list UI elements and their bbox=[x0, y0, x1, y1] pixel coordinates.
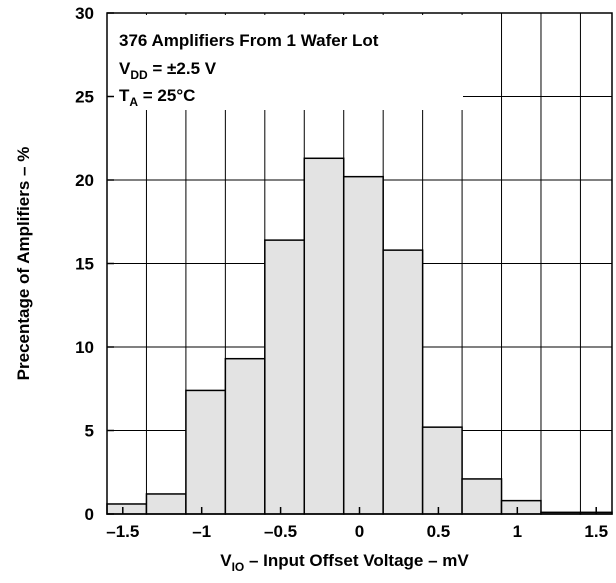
histogram-bar bbox=[106, 503, 148, 515]
y-tick-label: 5 bbox=[85, 422, 94, 441]
y-tick-label: 0 bbox=[85, 505, 94, 524]
histogram-bar bbox=[303, 157, 345, 515]
annotation-supply-subscript: DD bbox=[130, 68, 148, 82]
annotation-temp-value: = 25°C bbox=[138, 86, 195, 105]
x-tick-label: 1.5 bbox=[584, 522, 608, 541]
x-axis-title-symbol: V bbox=[220, 551, 232, 570]
histogram-bar bbox=[342, 175, 384, 515]
annotation-temp-subscript: A bbox=[129, 95, 138, 109]
annotation-box bbox=[109, 15, 463, 110]
axis-ticks: –1.5 –1 –0.5 0 0.5 1 1.5 0 5 10 15 20 25 30 bbox=[75, 4, 608, 541]
x-axis-title: VIO – Input Offset Voltage – mV bbox=[220, 551, 469, 574]
histogram-bar bbox=[461, 478, 503, 515]
annotation-lot: 376 Amplifiers From 1 Wafer Lot bbox=[119, 31, 379, 50]
histogram-bar bbox=[500, 499, 542, 515]
x-tick-label: 0 bbox=[355, 522, 364, 541]
annotation-temp-symbol: T bbox=[119, 86, 130, 105]
x-tick-label: –1 bbox=[192, 522, 211, 541]
annotation-supply: VDD = ±2.5 V bbox=[119, 59, 217, 82]
y-tick-label: 20 bbox=[75, 171, 94, 190]
y-tick-label: 30 bbox=[75, 4, 94, 23]
annotation-supply-value: = ±2.5 V bbox=[148, 59, 217, 78]
x-tick-label: 1 bbox=[513, 522, 522, 541]
histogram-bar bbox=[264, 239, 306, 515]
histogram-bar bbox=[421, 426, 463, 515]
y-tick-label: 15 bbox=[75, 255, 94, 274]
y-axis-title: Precentage of Amplifiers – % bbox=[14, 147, 33, 381]
histogram-bar bbox=[145, 493, 187, 515]
x-axis-title-text: – Input Offset Voltage – mV bbox=[244, 551, 469, 570]
y-tick-label: 10 bbox=[75, 338, 94, 357]
histogram-bar bbox=[185, 389, 227, 515]
histogram-bar bbox=[224, 357, 266, 515]
histogram-bars bbox=[106, 157, 613, 515]
annotation-text: 376 Amplifiers From 1 Wafer Lot VDD = ±2… bbox=[119, 31, 379, 109]
x-tick-label: –0.5 bbox=[264, 522, 297, 541]
x-axis-title-subscript: IO bbox=[232, 560, 245, 574]
x-tick-label: –1.5 bbox=[106, 522, 139, 541]
y-tick-label: 25 bbox=[75, 88, 94, 107]
annotation-supply-symbol: V bbox=[119, 59, 131, 78]
histogram-bar bbox=[382, 249, 424, 515]
annotation-temperature: TA = 25°C bbox=[119, 86, 195, 109]
x-tick-label: 0.5 bbox=[427, 522, 451, 541]
